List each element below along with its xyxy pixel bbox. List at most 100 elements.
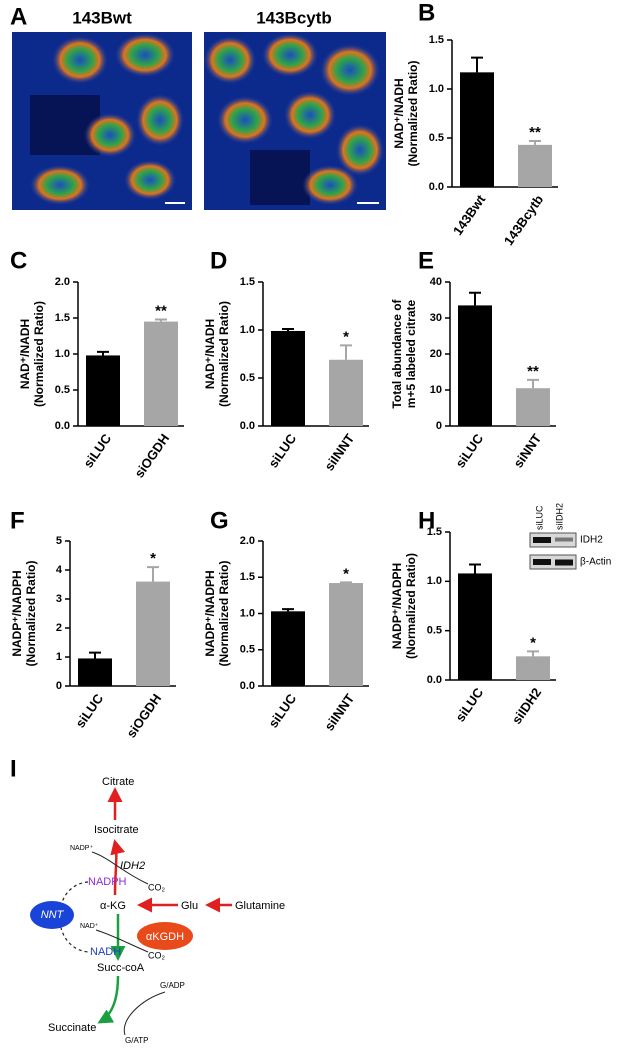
error-bar [471,56,483,73]
bar [271,611,305,686]
y-tick-label: 0.5 [427,625,442,637]
bar [86,355,120,426]
blot-band [555,559,573,566]
y-tick-label: 0.0 [240,680,255,692]
error-bar [155,318,167,322]
error-bar [97,350,109,356]
metabolite: Citrate [102,776,134,788]
y-tick-label: 1.5 [55,312,70,324]
metabolite: Glutamine [235,900,285,912]
panel-letter: H [418,507,435,534]
y-tick-label: 0 [56,680,62,692]
panel-letter: E [418,247,434,274]
y-tick-label: 0.5 [240,644,255,656]
bar [516,388,550,426]
y-tick-label: 1.0 [55,348,70,360]
enzyme-label: αKGDH [146,931,184,943]
blot-strip [529,532,577,548]
cofactor: NADP⁺ [70,845,93,852]
error-bar [529,139,541,145]
significance: * [150,550,156,567]
x-tick-label: siOGDH [131,431,172,480]
significance: ** [155,302,167,319]
blot-band [533,559,551,565]
y-tick-label: 0.0 [55,420,70,432]
error-bar [527,650,539,657]
y-tick-label: 2.0 [55,276,70,288]
x-tick-label: siNNT [510,431,544,470]
panel-letter: I [10,755,17,782]
y-axis-label: (Normalized Ratio) [24,560,38,666]
y-tick-label: 1.5 [429,34,444,46]
y-tick-label: 0.0 [427,674,442,686]
error-bar [147,566,159,582]
blot-lane-label: siLUC [534,505,544,530]
error-bar [469,563,481,574]
bar [458,305,492,426]
y-tick-label: 0.5 [55,384,70,396]
x-tick-label: 143Bwt [450,192,489,238]
cofactor: G/ADP [160,981,185,990]
panel-letter: B [418,0,435,26]
bar [144,321,178,426]
x-tick-label: siLUC [265,431,299,471]
cofactor: NADH [90,946,121,958]
micrograph [12,32,192,210]
y-tick-label: 1.5 [240,571,255,583]
enzyme-label: NNT [41,909,65,921]
x-tick-label: siINNT [321,691,357,733]
bar [460,72,494,187]
x-tick-label: siOGDH [123,691,164,740]
y-tick-label: 0.0 [240,420,255,432]
arrow [123,991,166,1036]
y-axis-label: NADP⁺/NADPH [10,570,24,656]
y-tick-label: 1.5 [240,276,255,288]
y-tick-label: 30 [430,312,442,324]
significance: ** [529,124,541,141]
y-axis-label: NAD⁺/NADH [18,319,32,389]
y-tick-label: 0.0 [429,181,444,193]
x-tick-label: 143Bcytb [501,192,546,248]
x-tick-label: siLUC [452,431,486,471]
x-tick-label: siLUC [72,691,106,731]
bar [329,359,363,426]
arrow [91,851,149,885]
error-bar [340,344,352,360]
x-tick-label: siIDH2 [509,685,544,727]
error-bar [89,651,101,659]
y-tick-label: 0 [436,420,442,432]
y-tick-label: 5 [56,535,62,547]
y-tick-label: 0.5 [429,132,444,144]
error-bar [282,608,294,612]
x-tick-label: siINNT [321,431,357,473]
bar [458,573,492,680]
metabolite: Glu [181,900,198,912]
error-bar [340,581,352,584]
enzyme-label: IDH2 [120,860,145,872]
y-tick-label: 10 [430,384,442,396]
y-tick-label: 1.5 [427,526,442,538]
arrow [97,975,120,1024]
panel-letter: C [10,247,27,274]
significance: * [530,634,536,651]
significance: * [343,328,349,345]
y-tick-label: 0.5 [240,372,255,384]
x-tick-label: siLUC [452,685,486,725]
bar [329,583,363,686]
y-tick-label: 3 [56,593,62,605]
bar [518,144,552,187]
error-bar [282,328,294,331]
y-axis-label: Total abundance of [390,298,404,408]
y-tick-label: 20 [430,348,442,360]
metabolite: Succ-coA [97,962,145,974]
enzyme [137,922,193,950]
error-bar [469,291,481,306]
y-axis-label: (Normalized Ratio) [404,553,418,659]
micrograph [204,32,386,210]
pathway: I Citrate Isocitrate NADP⁺ IDH2 NADPH CO… [10,755,285,1045]
y-tick-label: 1.0 [427,575,442,587]
image-label: 143Bcytb [256,8,332,27]
y-tick-label: 2 [56,622,62,634]
metabolite: Isocitrate [94,824,139,836]
